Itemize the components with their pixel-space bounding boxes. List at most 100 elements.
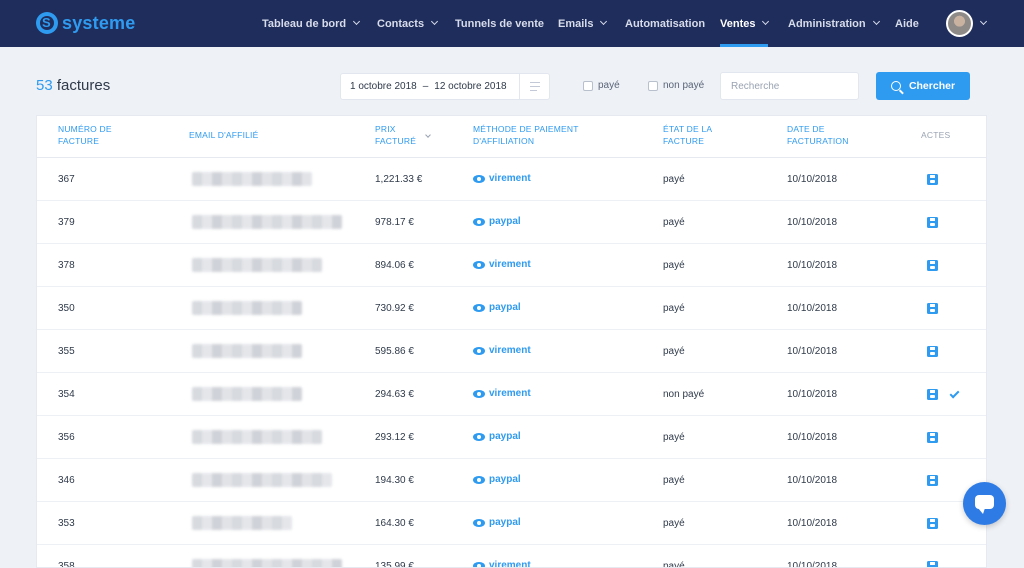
table-row[interactable]: 367 1,221.33 € virement payé 10/10/2018 [37,158,986,201]
column-header-price[interactable]: Prix facturé [375,124,417,146]
save-icon[interactable] [927,389,938,400]
invoice-state: payé [663,174,685,185]
eye-icon [473,303,485,312]
filter-paid-label: payé [598,80,620,91]
payment-method-label: paypal [489,431,521,442]
save-icon[interactable] [927,174,938,185]
calendar-icon[interactable] [519,74,549,99]
save-icon[interactable] [927,518,938,529]
affiliate-email-redacted [192,215,342,229]
invoice-date: 10/10/2018 [787,518,838,529]
invoice-date: 10/10/2018 [787,389,838,400]
brand-name: systeme [62,12,136,33]
sort-chevron-icon[interactable] [425,132,431,138]
filter-paid-checkbox[interactable]: payé [583,80,620,91]
nav-item-label: Contacts [377,17,425,30]
payment-method-label: paypal [489,302,521,313]
checkmark-icon [949,388,960,399]
payment-method[interactable]: virement [473,560,531,567]
nav-item-contacts[interactable]: Contacts [377,0,439,47]
table-row[interactable]: 358 135.99 € virement payé 10/10/2018 [37,545,986,568]
save-icon[interactable] [927,303,938,314]
table-row[interactable]: 350 730.92 € paypal payé 10/10/2018 [37,287,986,330]
payment-method[interactable]: virement [473,388,531,399]
save-icon[interactable] [927,561,938,567]
payment-method[interactable]: paypal [473,517,521,528]
column-header-state[interactable]: État de la facture [663,124,712,146]
table-row[interactable]: 356 293.12 € paypal payé 10/10/2018 [37,416,986,459]
chat-button[interactable] [963,482,1006,525]
invoice-state: payé [663,475,685,486]
column-header-method[interactable]: Méthode de paiement d'affiliation [473,124,579,146]
payment-method[interactable]: paypal [473,431,521,442]
save-icon[interactable] [927,475,938,486]
nav-item-tableau-de-bord[interactable]: Tableau de bord [262,0,361,47]
payment-method[interactable]: paypal [473,474,521,485]
invoice-state: payé [663,303,685,314]
invoice-number: 353 [58,518,75,529]
invoice-price: 1,221.33 € [375,174,423,185]
search-input[interactable] [720,72,859,100]
invoice-number: 355 [58,346,75,357]
avatar[interactable] [946,10,973,37]
eye-icon [473,561,485,567]
invoice-state: payé [663,518,685,529]
invoice-count-label: factures [56,77,111,94]
eye-icon [473,518,485,527]
column-header-number[interactable]: Numéro de facture [58,124,112,146]
save-icon[interactable] [927,217,938,228]
eye-icon [473,217,485,226]
affiliate-email-redacted [192,473,332,487]
invoice-state: payé [663,561,685,568]
chevron-down-icon[interactable] [979,17,988,26]
table-row[interactable]: 354 294.63 € virement non payé 10/10/2018 [37,373,986,416]
invoice-number: 358 [58,561,75,568]
payment-method-label: paypal [489,474,521,485]
chevron-down-icon [762,17,770,26]
affiliate-email-redacted [192,344,302,358]
search-button[interactable]: Chercher [876,72,970,100]
table-row[interactable]: 355 595.86 € virement payé 10/10/2018 [37,330,986,373]
nav-item-label: Ventes [720,17,756,30]
chevron-down-icon [600,17,608,26]
payment-method[interactable]: virement [473,345,531,356]
invoice-date: 10/10/2018 [787,475,838,486]
payment-method-label: virement [489,173,531,184]
payment-method[interactable]: virement [473,259,531,270]
invoice-price: 194.30 € [375,475,414,486]
nav-item-ventes[interactable]: Ventes [720,0,770,47]
invoice-price: 595.86 € [375,346,414,357]
table-row[interactable]: 378 894.06 € virement payé 10/10/2018 [37,244,986,287]
nav-item-aide[interactable]: Aide [895,0,919,47]
payment-method[interactable]: paypal [473,302,521,313]
eye-icon [473,432,485,441]
column-header-date[interactable]: Date de facturation [787,124,849,146]
table-row[interactable]: 379 978.17 € paypal payé 10/10/2018 [37,201,986,244]
table-row[interactable]: 353 164.30 € paypal payé 10/10/2018 [37,502,986,545]
nav-item-administration[interactable]: Administration [788,0,880,47]
nav-item-tunnels-de-vente[interactable]: Tunnels de vente [455,0,544,47]
eye-icon [473,174,485,183]
payment-method-label: virement [489,345,531,356]
filter-unpaid-checkbox[interactable]: non payé [648,80,704,91]
table-row[interactable]: 346 194.30 € paypal payé 10/10/2018 [37,459,986,502]
save-icon[interactable] [927,432,938,443]
affiliate-email-redacted [192,559,342,567]
invoice-state: payé [663,432,685,443]
save-icon[interactable] [927,260,938,271]
payment-method[interactable]: paypal [473,216,521,227]
payment-method[interactable]: virement [473,173,531,184]
date-range-picker[interactable]: 1 octobre 2018 – 12 octobre 2018 [340,73,550,100]
invoice-number: 378 [58,260,75,271]
invoice-date: 10/10/2018 [787,346,838,357]
logo-icon [36,12,58,34]
invoice-price: 894.06 € [375,260,414,271]
save-icon[interactable] [927,346,938,357]
date-to: 12 octobre 2018 [434,81,507,92]
brand-logo[interactable]: systeme [36,12,135,34]
nav-item-automatisation[interactable]: Automatisation [625,0,705,47]
chevron-down-icon [431,17,439,26]
column-header-email[interactable]: Email d'affilié [189,130,259,140]
invoice-state: payé [663,260,685,271]
nav-item-emails[interactable]: Emails [558,0,608,47]
